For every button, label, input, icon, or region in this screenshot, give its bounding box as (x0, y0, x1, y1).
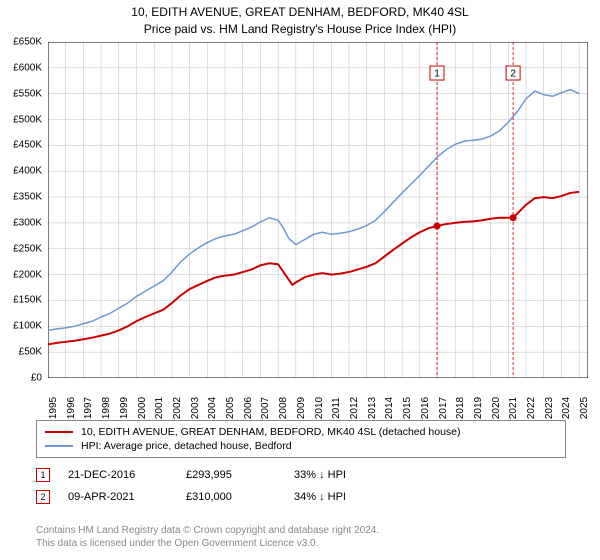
sale-pct-2: 34% ↓ HPI (294, 491, 374, 503)
sale-marker-2: 2 (36, 490, 50, 504)
legend-box: 10, EDITH AVENUE, GREAT DENHAM, BEDFORD,… (36, 420, 566, 458)
x-tick-label: 2018 (455, 397, 466, 419)
x-tick-label: 2024 (561, 397, 572, 419)
x-tick-label: 1997 (83, 397, 94, 419)
legend-label-price: 10, EDITH AVENUE, GREAT DENHAM, BEDFORD,… (81, 426, 461, 438)
y-tick-label: £200K (13, 269, 42, 280)
y-tick-label: £650K (13, 37, 42, 48)
x-tick-label: 2007 (260, 397, 271, 419)
x-tick-label: 2002 (172, 397, 183, 419)
x-tick-label: 1996 (66, 397, 77, 419)
y-tick-label: £400K (13, 166, 42, 177)
sale-pct-1: 33% ↓ HPI (294, 469, 374, 481)
legend-swatch-price (45, 431, 73, 433)
sale-price-2: £310,000 (186, 491, 276, 503)
footer: Contains HM Land Registry data © Crown c… (36, 524, 566, 550)
sale-row-2: 2 09-APR-2021 £310,000 34% ↓ HPI (36, 486, 566, 508)
x-tick-label: 2019 (473, 397, 484, 419)
y-tick-label: £450K (13, 140, 42, 151)
x-tick-label: 2022 (526, 397, 537, 419)
sale-row-1: 1 21-DEC-2016 £293,995 33% ↓ HPI (36, 464, 566, 486)
y-tick-label: £0 (31, 373, 42, 384)
x-tick-label: 1999 (119, 397, 130, 419)
sale-marker-1: 1 (36, 468, 50, 482)
x-tick-label: 2014 (384, 397, 395, 419)
legend-item-hpi: HPI: Average price, detached house, Bedf… (45, 439, 557, 453)
x-tick-label: 2012 (349, 397, 360, 419)
chart-svg: 12 (48, 42, 588, 378)
x-tick-label: 2008 (278, 397, 289, 419)
y-tick-label: £100K (13, 321, 42, 332)
title-block: 10, EDITH AVENUE, GREAT DENHAM, BEDFORD,… (0, 0, 600, 38)
x-tick-label: 2020 (491, 397, 502, 419)
x-tick-label: 2016 (420, 397, 431, 419)
x-tick-label: 2025 (579, 397, 590, 419)
x-tick-label: 2013 (367, 397, 378, 419)
x-tick-label: 2011 (331, 397, 342, 419)
legend-label-hpi: HPI: Average price, detached house, Bedf… (81, 440, 292, 452)
legend-item-price: 10, EDITH AVENUE, GREAT DENHAM, BEDFORD,… (45, 425, 557, 439)
svg-text:2: 2 (510, 69, 516, 80)
x-tick-label: 2001 (154, 397, 165, 419)
y-tick-label: £550K (13, 88, 42, 99)
page-container: 10, EDITH AVENUE, GREAT DENHAM, BEDFORD,… (0, 0, 600, 560)
y-tick-label: £500K (13, 114, 42, 125)
y-tick-label: £300K (13, 217, 42, 228)
x-tick-label: 2009 (296, 397, 307, 419)
title-address: 10, EDITH AVENUE, GREAT DENHAM, BEDFORD,… (0, 4, 600, 21)
sale-rows: 1 21-DEC-2016 £293,995 33% ↓ HPI 2 09-AP… (36, 464, 566, 508)
x-tick-label: 2023 (544, 397, 555, 419)
title-subtitle: Price paid vs. HM Land Registry's House … (0, 21, 600, 38)
legend-swatch-hpi (45, 445, 73, 447)
footer-line1: Contains HM Land Registry data © Crown c… (36, 524, 566, 537)
y-axis-labels: £0£50K£100K£150K£200K£250K£300K£350K£400… (0, 42, 44, 378)
y-tick-label: £50K (19, 347, 42, 358)
y-tick-label: £350K (13, 192, 42, 203)
svg-text:1: 1 (434, 69, 440, 80)
sale-date-2: 09-APR-2021 (68, 491, 168, 503)
x-tick-label: 1995 (48, 397, 59, 419)
y-tick-label: £600K (13, 62, 42, 73)
x-tick-label: 1998 (101, 397, 112, 419)
x-tick-label: 2006 (243, 397, 254, 419)
y-tick-label: £250K (13, 243, 42, 254)
x-tick-label: 2003 (190, 397, 201, 419)
x-tick-label: 2004 (207, 397, 218, 419)
x-tick-label: 2000 (137, 397, 148, 419)
footer-line2: This data is licensed under the Open Gov… (36, 537, 566, 550)
chart-area: 12 (48, 42, 588, 378)
x-tick-label: 2005 (225, 397, 236, 419)
x-tick-label: 2017 (438, 397, 449, 419)
sale-date-1: 21-DEC-2016 (68, 469, 168, 481)
x-axis-labels: 1995 1996 1997 1998 1999 2000 2001 2002 2003 2004… (48, 380, 588, 420)
y-tick-label: £150K (13, 295, 42, 306)
sale-price-1: £293,995 (186, 469, 276, 481)
x-tick-label: 2010 (314, 397, 325, 419)
x-tick-label: 2021 (508, 397, 519, 419)
x-tick-label: 2015 (402, 397, 413, 419)
